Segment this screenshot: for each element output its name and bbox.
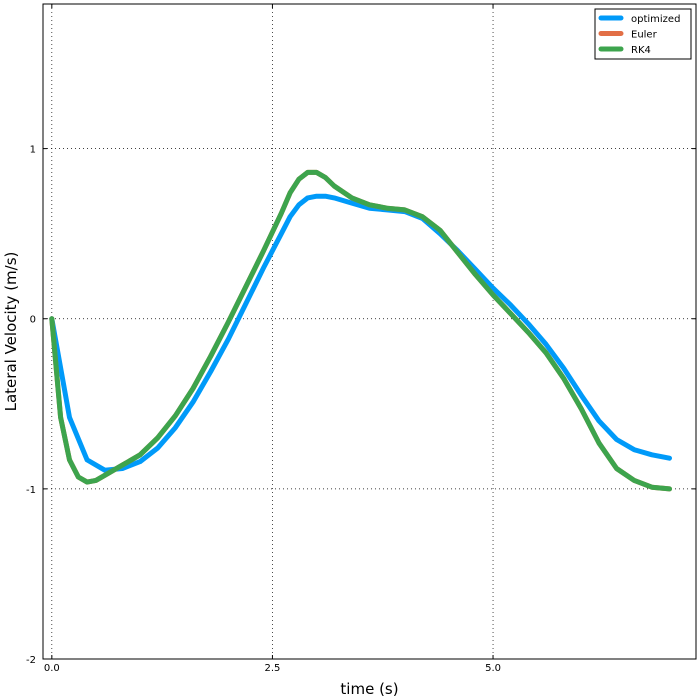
- y-tick-label: 1: [30, 145, 36, 156]
- legend-label: RK4: [631, 45, 651, 56]
- y-tick-label: -2: [26, 655, 36, 666]
- series-line-euler: [49, 169, 672, 492]
- x-tick-label: 0.0: [44, 663, 60, 674]
- x-tick-label: 2.5: [264, 663, 280, 674]
- series-line-rk4: [49, 169, 672, 492]
- x-tick-label: 5.0: [485, 663, 501, 674]
- y-tick-label: -1: [26, 485, 36, 496]
- x-axis-label: time (s): [340, 680, 398, 698]
- legend: optimized Euler RK4: [594, 8, 692, 60]
- y-tick-label: 0: [30, 315, 36, 326]
- grid: [43, 4, 696, 660]
- legend-label: optimized: [631, 14, 680, 25]
- legend-label: Euler: [631, 30, 658, 41]
- axis-ticks: 0.0 2.5 5.0 -2 -1 0 1: [26, 4, 696, 674]
- series-line-optimized: [49, 193, 672, 473]
- plot-area-frame: [42, 3, 697, 660]
- series-lines: [49, 169, 672, 492]
- y-axis-label: Lateral Velocity (m/s): [2, 252, 20, 412]
